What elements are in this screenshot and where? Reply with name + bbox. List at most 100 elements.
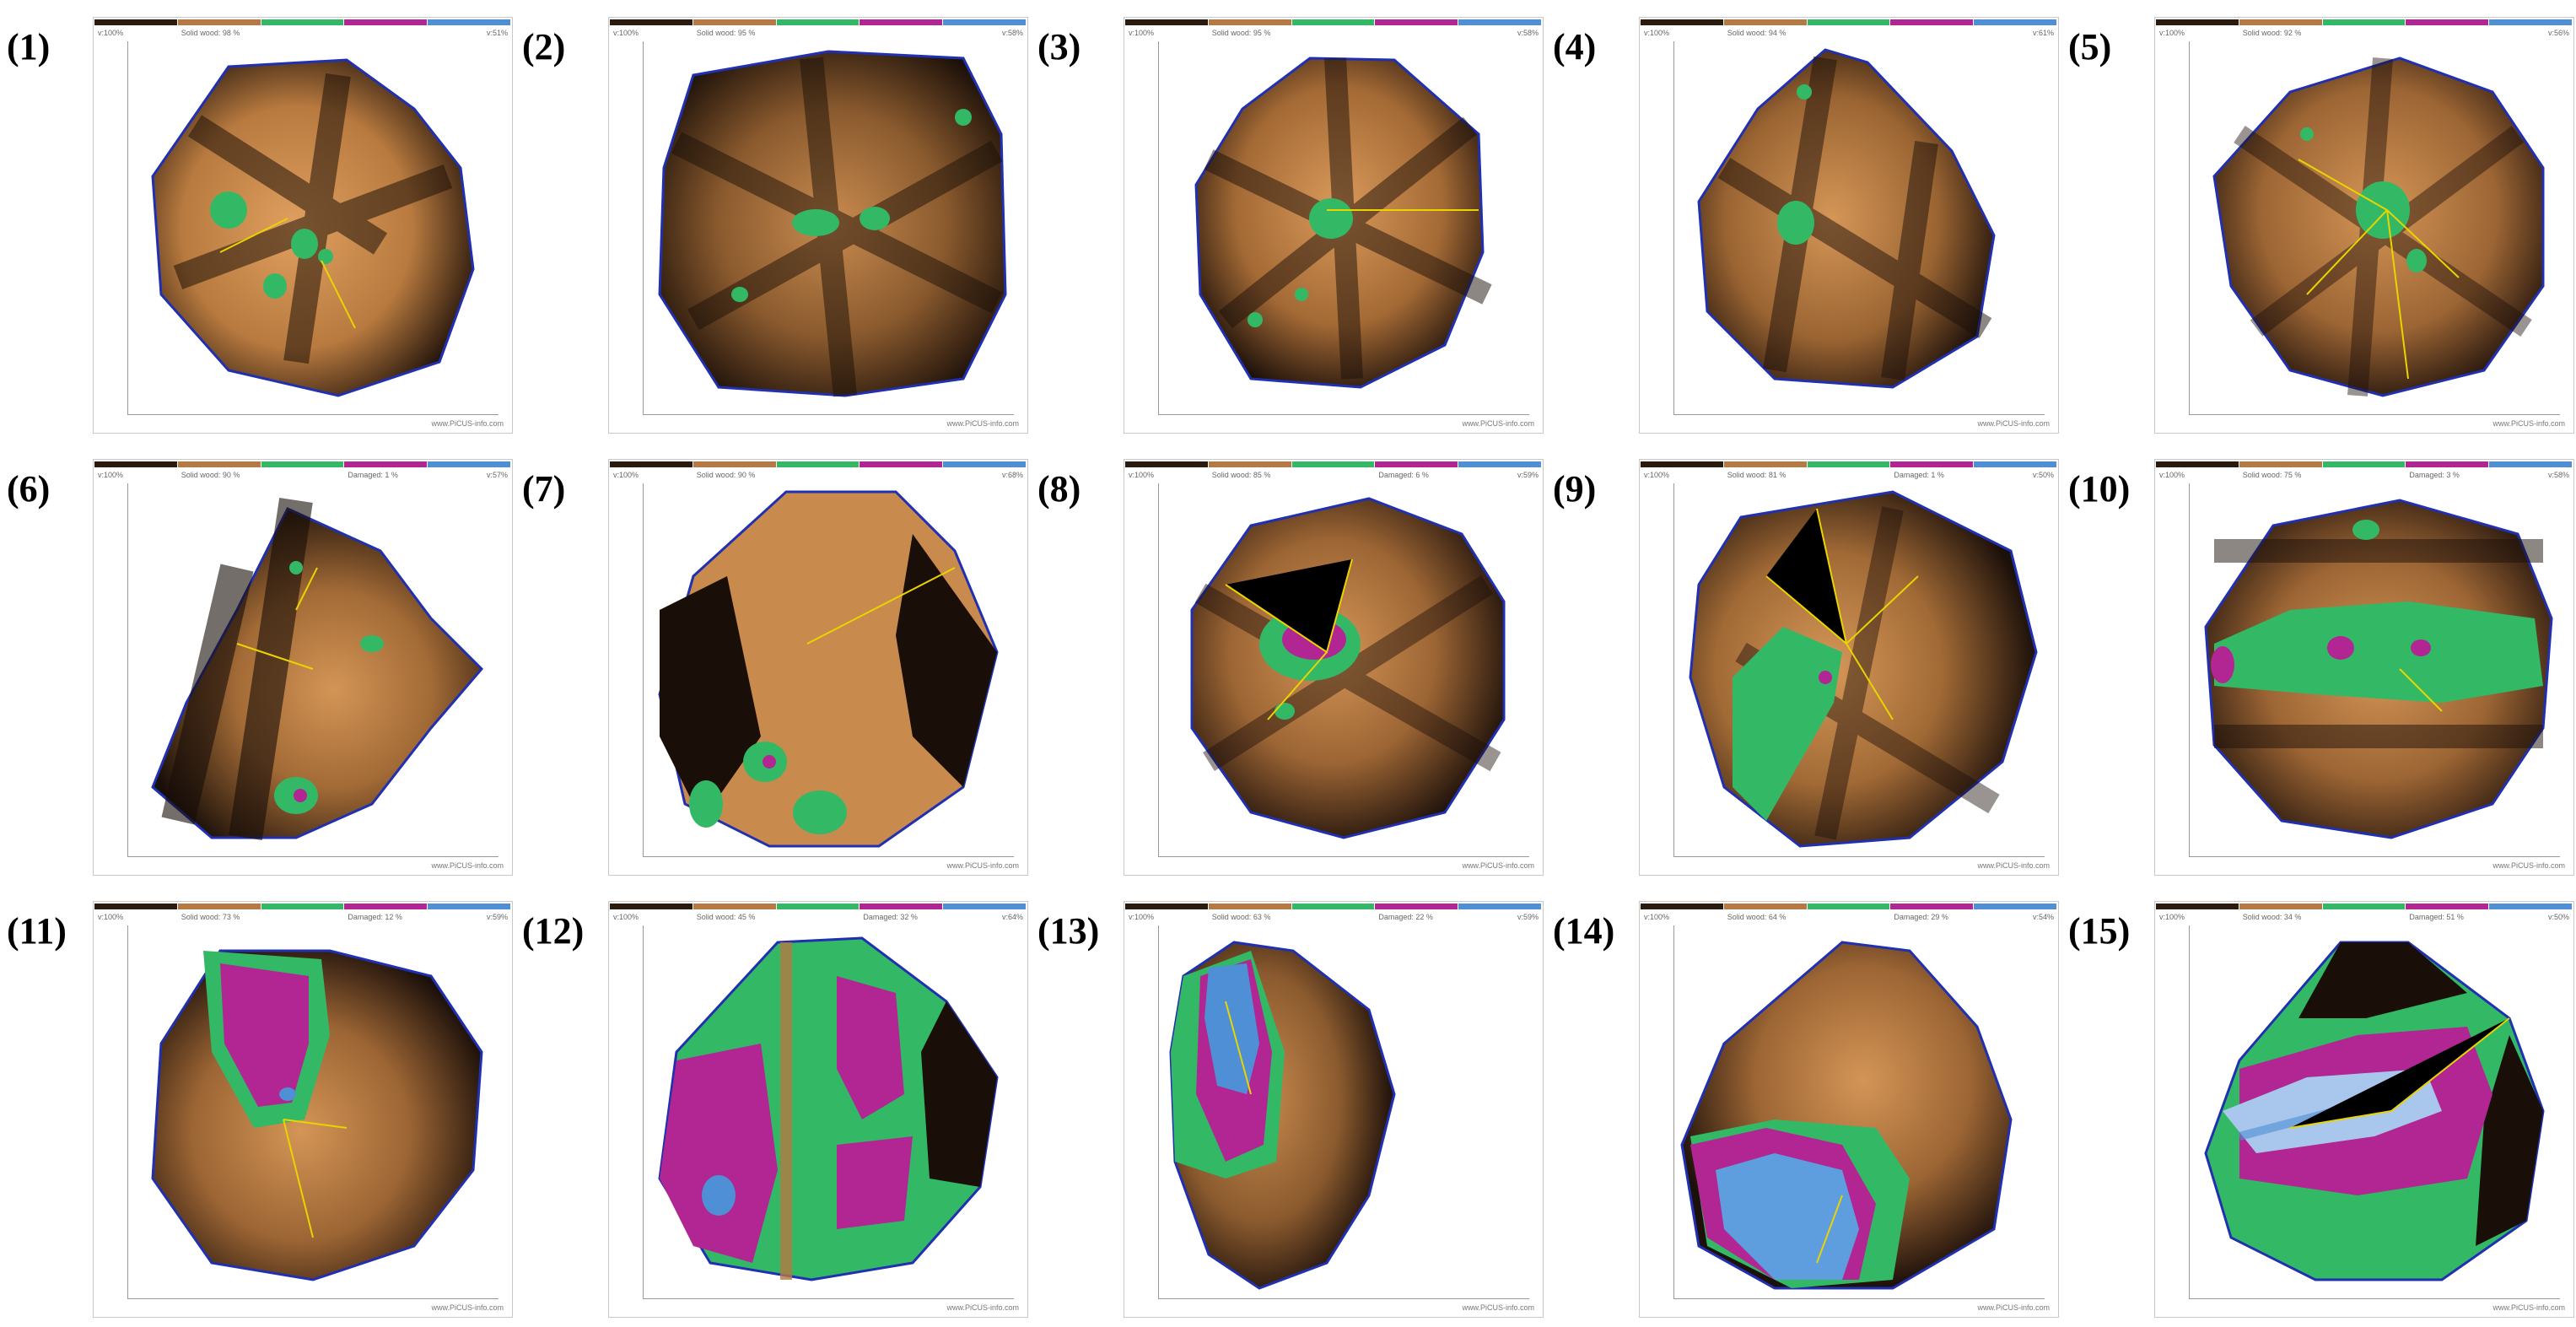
panel-cell-9: (9) v:100% Solid wood: 81 % Damaged: 1 %… [1546,442,2061,884]
x-axis [127,856,498,857]
legend-magenta: Damaged: 3 % [2406,461,2489,479]
panel-number: (6) [7,468,51,510]
tomogram-panel: v:100% Solid wood: 90 % Damaged: 1 % v:5… [93,459,513,876]
legend-light: Solid wood: 98 % [177,19,261,37]
legend-bar: v:100% Solid wood: 90 % v:68% [610,461,1027,479]
y-axis [1673,41,1674,414]
panel-cell-1: (1) v:100% Solid wood: 98 % v:51% [0,0,515,442]
legend-green [1807,19,1891,33]
legend-light: Solid wood: 95 % [1208,19,1292,37]
legend-green [776,904,860,917]
panel-cell-2: (2) v:100% Solid wood: 95 % v:58% [515,0,1031,442]
tomogram-plot [643,925,1014,1297]
tomogram-plot [127,925,498,1297]
panel-cell-13: (13) v:100% Solid wood: 63 % Damaged: 22… [1031,884,1546,1326]
y-axis [2189,483,2190,856]
legend-dark: v:100% [94,461,178,479]
legend-blue: v:68% [943,461,1027,479]
tomogram-panel: v:100% Solid wood: 95 % v:58% [1124,17,1544,434]
legend-dark: v:100% [610,904,693,921]
panel-cell-4: (4) v:100% Solid wood: 94 % v:61% [1546,0,2061,442]
legend-magenta: Damaged: 51 % [2406,904,2489,921]
panel-number: (14) [1553,910,1615,952]
legend-bar: v:100% Solid wood: 34 % Damaged: 51 % v:… [2156,904,2573,921]
x-axis [1158,1298,1529,1299]
tomogram-panel: v:100% Solid wood: 63 % Damaged: 22 % v:… [1124,901,1544,1318]
credit-text: www.PiCUS-info.com [1977,861,2050,870]
tomogram-plot [1673,483,2045,855]
legend-light: Solid wood: 94 % [1723,19,1808,37]
tomogram-plot [1673,41,2045,413]
panel-cell-5: (5) v:100% Solid wood: 92 % v:56% [2061,0,2576,442]
x-axis [643,856,1014,857]
legend-blue: v:59% [1458,904,1542,921]
legend-blue: v:56% [2489,19,2573,37]
x-axis [1673,856,2045,857]
y-axis [1158,41,1159,414]
credit-text: www.PiCUS-info.com [1977,1303,2050,1312]
panel-number: (15) [2068,910,2131,952]
legend-green [776,461,860,475]
credit-text: www.PiCUS-info.com [1462,419,1534,428]
legend-green [1807,461,1891,475]
x-axis [1158,414,1529,415]
legend-dark: v:100% [2156,19,2239,37]
legend-blue: v:54% [1974,904,2057,921]
legend-magenta [344,19,428,33]
y-axis [2189,41,2190,414]
legend-dark: v:100% [1641,461,1724,479]
tomogram-panel: v:100% Solid wood: 64 % Damaged: 29 % v:… [1639,901,2059,1318]
legend-light: Solid wood: 45 % [693,904,777,921]
tomogram-plot [2189,41,2560,413]
y-axis [1673,925,1674,1298]
tomogram-plot [643,41,1014,413]
legend-bar: v:100% Solid wood: 92 % v:56% [2156,19,2573,37]
tomogram-plot [643,483,1014,855]
legend-light: Solid wood: 90 % [177,461,261,479]
tomogram-plot [2189,483,2560,855]
legend-bar: v:100% Solid wood: 94 % v:61% [1641,19,2057,37]
credit-text: www.PiCUS-info.com [431,1303,504,1312]
tomogram-plot [1673,925,2045,1297]
legend-blue: v:58% [943,19,1027,37]
legend-bar: v:100% Solid wood: 63 % Damaged: 22 % v:… [1125,904,1542,921]
tomogram-panel: v:100% Solid wood: 94 % v:61% www.PiCUS-… [1639,17,2059,434]
legend-light: Solid wood: 34 % [2239,904,2323,921]
credit-text: www.PiCUS-info.com [1462,1303,1534,1312]
tomogram-panel: v:100% Solid wood: 34 % Damaged: 51 % v:… [2154,901,2574,1318]
tomogram-panel: v:100% Solid wood: 98 % v:51% [93,17,513,434]
credit-text: www.PiCUS-info.com [2492,861,2565,870]
legend-green [1291,904,1376,917]
legend-green [2322,461,2406,475]
panel-cell-10: (10) v:100% Solid wood: 75 % Damaged: 3 … [2061,442,2576,884]
legend-blue: v:58% [1458,19,1542,37]
tomogram-panel: v:100% Solid wood: 92 % v:56% [2154,17,2574,434]
x-axis [643,1298,1014,1299]
tomogram-plot [2189,925,2560,1297]
credit-text: www.PiCUS-info.com [946,419,1019,428]
panel-cell-15: (15) v:100% Solid wood: 34 % Damaged: 51… [2061,884,2576,1326]
y-axis [127,41,128,414]
legend-blue: v:50% [1974,461,2057,479]
legend-magenta: Damaged: 1 % [1890,461,1974,479]
panel-cell-12: (12) v:100% Solid wood: 45 % Damaged: 32… [515,884,1031,1326]
credit-text: www.PiCUS-info.com [2492,1303,2565,1312]
tomogram-panel: v:100% Solid wood: 73 % Damaged: 12 % v:… [93,901,513,1318]
legend-dark: v:100% [94,19,178,37]
panel-number: (10) [2068,468,2131,510]
legend-blue: v:50% [2489,904,2573,921]
tomogram-panel: v:100% Solid wood: 90 % v:68% [608,459,1028,876]
x-axis [2189,1298,2560,1299]
panel-cell-8: (8) v:100% Solid wood: 85 % Damaged: 6 %… [1031,442,1546,884]
x-axis [2189,856,2560,857]
legend-bar: v:100% Solid wood: 81 % Damaged: 1 % v:5… [1641,461,2057,479]
panel-cell-7: (7) v:100% Solid wood: 90 % v:68% [515,442,1031,884]
legend-green [1291,461,1376,475]
legend-light: Solid wood: 92 % [2239,19,2323,37]
legend-light: Solid wood: 64 % [1723,904,1808,921]
legend-bar: v:100% Solid wood: 45 % Damaged: 32 % v:… [610,904,1027,921]
legend-light: Solid wood: 81 % [1723,461,1808,479]
tomogram-panel: v:100% Solid wood: 75 % Damaged: 3 % v:5… [2154,459,2574,876]
tomogram-plot [1158,41,1529,413]
y-axis [127,483,128,856]
